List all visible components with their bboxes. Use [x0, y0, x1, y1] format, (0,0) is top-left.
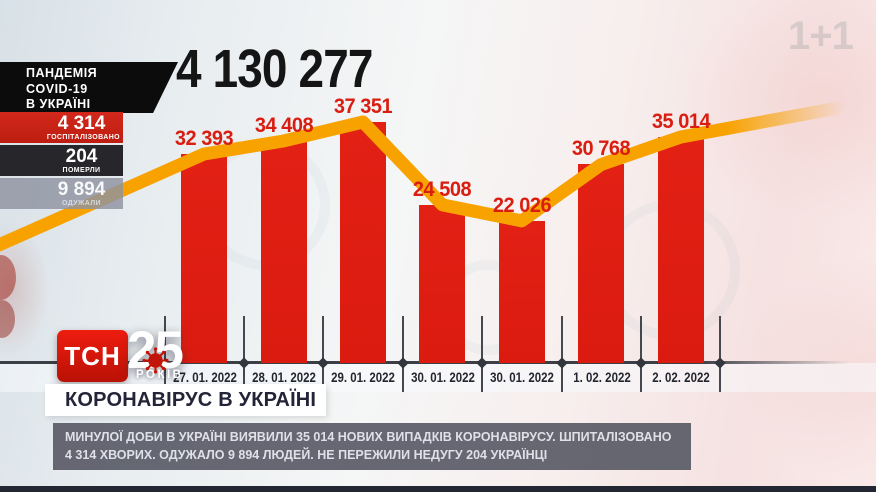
- pandemic-flag-line-3: В УКРАЇНІ: [26, 97, 91, 111]
- pandemic-flag-line-1: ПАНДЕМІЯ: [26, 66, 98, 80]
- anniversary-caption: РОКІВ: [136, 369, 184, 381]
- headline-text: КОРОНАВІРУС В УКРАЇНІ: [65, 388, 317, 411]
- stat-recovered-value: 9 894: [57, 178, 106, 200]
- news-ticker-text: МИНУЛОЇ ДОБИ В УКРАЇНІ ВИЯВИЛИ 35 014 НО…: [65, 430, 672, 462]
- stat-hospitalized-label: ГОСПІТАЛІЗОВАНО: [46, 133, 120, 141]
- stat-recovered: 9 894 ОДУЖАЛИ: [0, 178, 123, 209]
- stat-hospitalized-value: 4 314: [57, 112, 106, 134]
- bottom-strip: [0, 486, 876, 492]
- tsn-logo-text: ТСН: [64, 340, 121, 371]
- daily-stats-panel: 4 314 ГОСПІТАЛІЗОВАНО 204 ПОМЕРЛИ 9 894 …: [0, 112, 123, 211]
- stat-died-value: 204: [65, 145, 98, 167]
- news-ticker: МИНУЛОЇ ДОБИ В УКРАЇНІ ВИЯВИЛИ 35 014 НО…: [53, 423, 691, 470]
- stat-died: 204 ПОМЕРЛИ: [0, 145, 123, 176]
- stat-hospitalized: 4 314 ГОСПІТАЛІЗОВАНО: [0, 112, 123, 143]
- tsn-logo: ТСН: [57, 330, 128, 382]
- stat-died-label: ПОМЕРЛИ: [62, 166, 101, 174]
- pandemic-flag: ПАНДЕМІЯ COVID-19 В УКРАЇНІ: [0, 62, 178, 113]
- virus-icon: [142, 347, 169, 374]
- total-cases-counter: 4 130 277: [176, 39, 373, 99]
- headline-bar: КОРОНАВІРУС В УКРАЇНІ: [45, 384, 326, 416]
- pandemic-flag-line-2: COVID-19: [26, 81, 88, 96]
- trend-line: [0, 101, 845, 252]
- stat-recovered-label: ОДУЖАЛИ: [62, 199, 101, 207]
